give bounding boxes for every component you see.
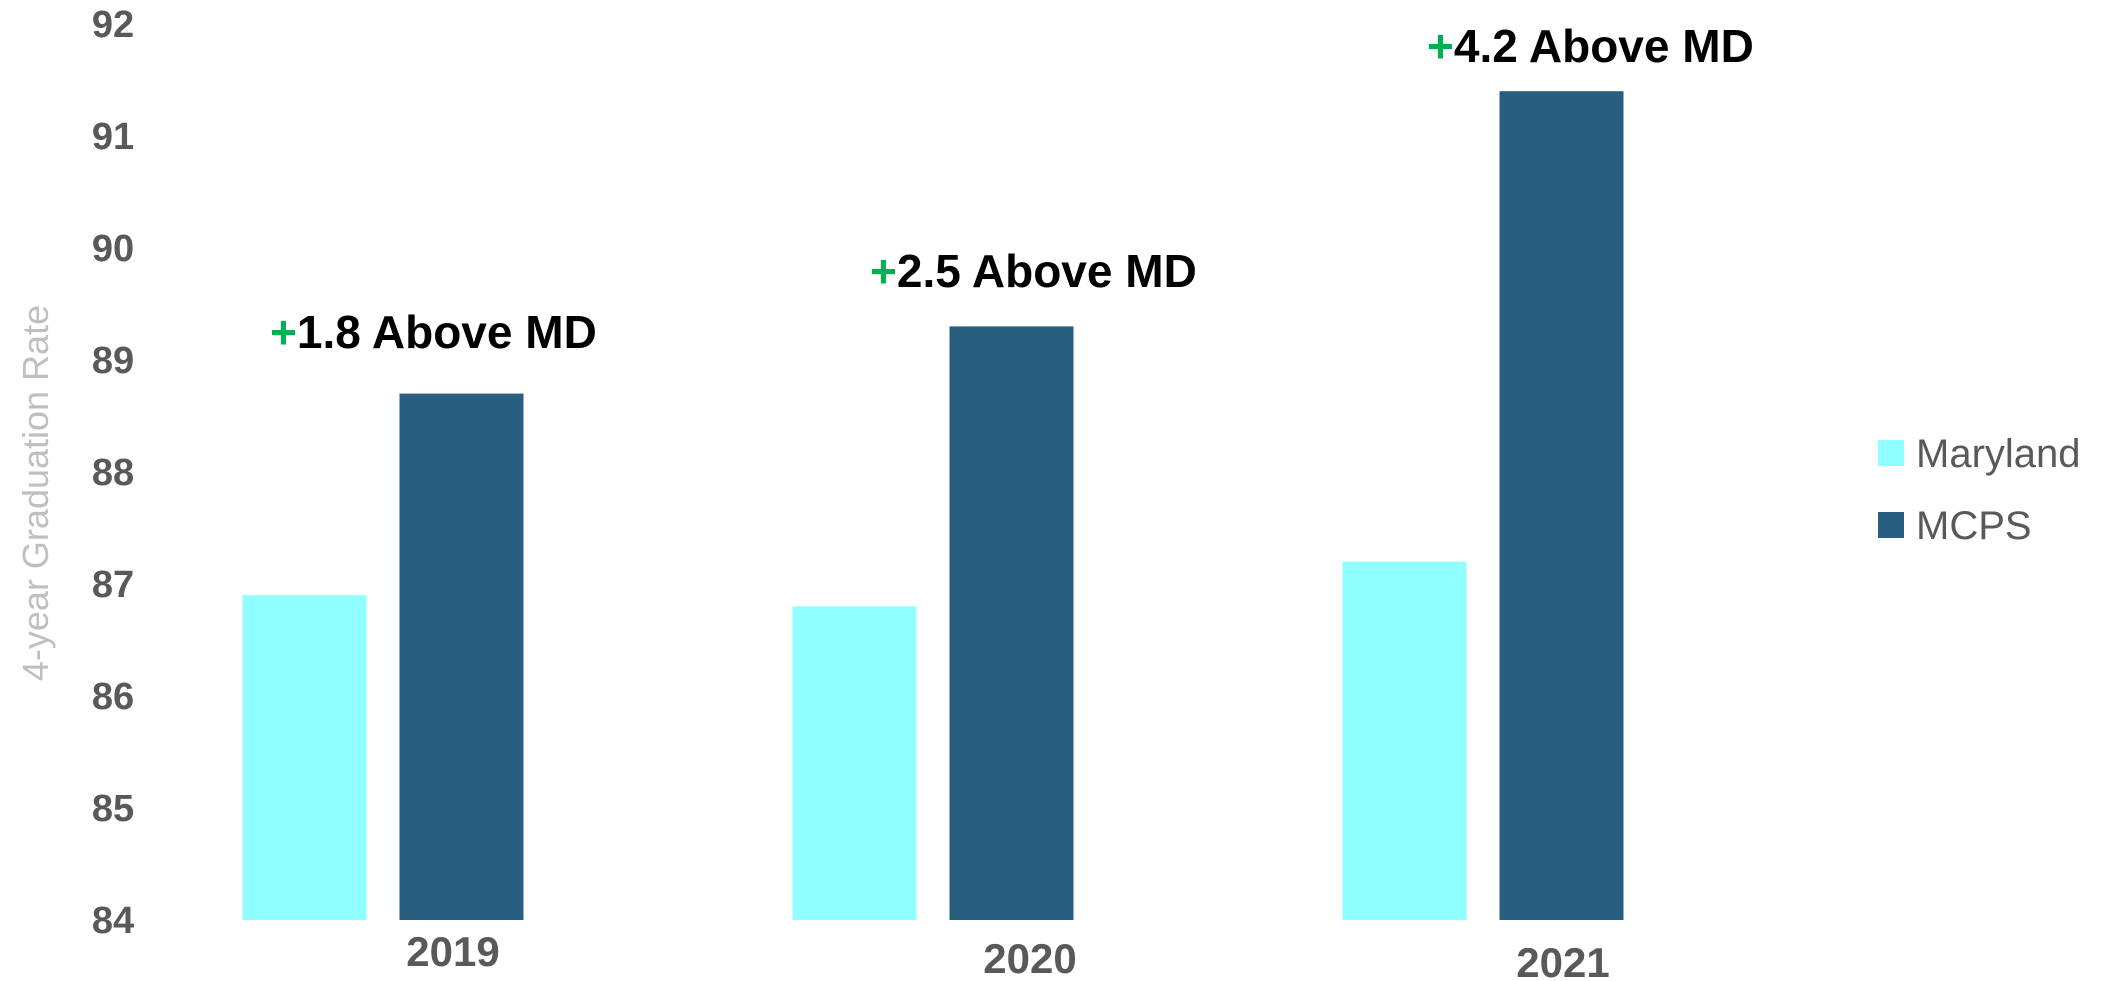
y-tick-label: 92 [92,4,134,46]
annotation-text: 2.5 Above MD [897,245,1197,297]
y-tick-label: 90 [92,228,134,270]
x-category-label: 2020 [983,935,1076,981]
y-tick-label: 84 [92,900,134,942]
legend-label-maryland: Maryland [1916,432,2081,476]
plus-sign: + [1427,20,1454,72]
bars [242,91,1624,921]
legend-swatch-mcps [1878,512,1904,538]
annotation-text: 4.2 Above MD [1454,20,1754,72]
x-axis: 2019 2020 2021 [406,928,1609,981]
difference-annotation: +1.8 Above MD [270,306,597,358]
bar-mcps-2020 [949,326,1074,920]
y-tick-label: 89 [92,340,134,382]
y-tick-label: 86 [92,676,134,718]
annotation-text: 1.8 Above MD [297,306,597,358]
y-tick-label: 88 [92,452,134,494]
legend-label-mcps: MCPS [1916,504,2032,548]
bar-maryland-2019 [242,595,367,920]
difference-annotation: +4.2 Above MD [1427,20,1754,72]
y-tick-label: 87 [92,564,134,606]
bar-mcps-2019 [399,393,524,921]
y-tick-label: 85 [92,788,134,830]
x-category-label: 2019 [406,928,499,975]
annotations: +1.8 Above MD+2.5 Above MD+4.2 Above MD [270,20,1754,358]
y-tick-label: 91 [92,116,134,158]
plus-sign: + [870,245,897,297]
legend-swatch-maryland [1878,440,1904,466]
y-axis-label: 4-year Graduation Rate [15,305,56,681]
y-axis: 84 85 86 87 88 89 90 91 92 [92,4,134,942]
plus-sign: + [270,306,297,358]
bar-maryland-2020 [792,606,917,920]
bar-maryland-2021 [1342,561,1467,920]
difference-annotation: +2.5 Above MD [870,245,1197,297]
legend: Maryland MCPS [1878,432,2081,548]
x-category-label: 2021 [1516,939,1609,981]
bar-mcps-2021 [1499,91,1624,920]
